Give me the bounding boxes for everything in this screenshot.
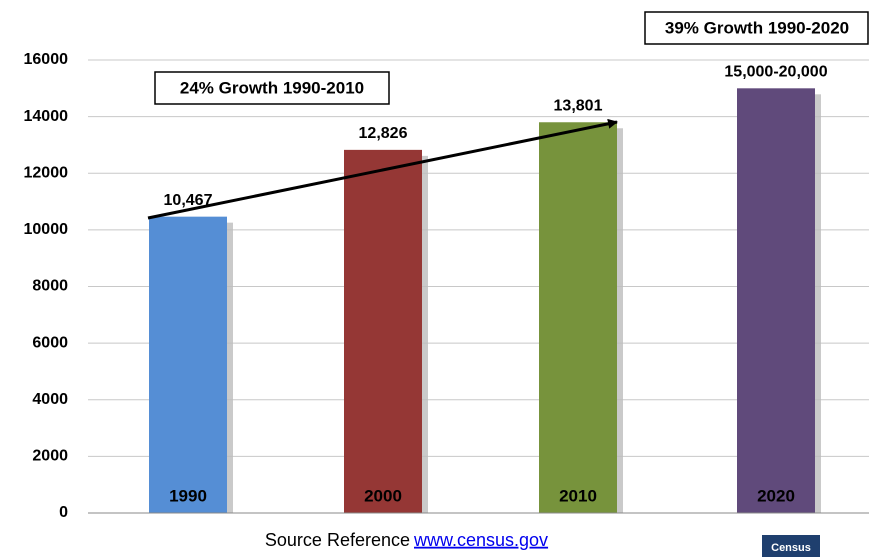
y-tick-label: 16000 bbox=[24, 51, 69, 68]
value-label: 15,000-20,000 bbox=[724, 64, 827, 81]
y-tick-label: 6000 bbox=[32, 334, 68, 351]
bar bbox=[149, 216, 227, 513]
bar bbox=[539, 122, 617, 513]
annotation: 24% Growth 1990-2010 bbox=[180, 78, 364, 97]
growth-arrow bbox=[147, 118, 618, 220]
x-tick-label: 2000 bbox=[364, 486, 402, 505]
y-tick-label: 12000 bbox=[24, 164, 69, 181]
y-tick-label: 0 bbox=[59, 504, 68, 521]
bar bbox=[737, 88, 815, 513]
source: Source Reference bbox=[265, 530, 410, 550]
value-label: 12,826 bbox=[359, 125, 408, 142]
value-label: 10,467 bbox=[164, 192, 213, 209]
annotation-box bbox=[154, 71, 390, 105]
y-tick-label: 8000 bbox=[32, 278, 68, 295]
logo bbox=[762, 535, 820, 557]
x-tick-label: 2010 bbox=[559, 486, 597, 505]
bars bbox=[149, 88, 821, 513]
logo-text: Census bbox=[771, 542, 811, 554]
y-tick-label: 2000 bbox=[32, 448, 68, 465]
annotation-box bbox=[644, 11, 869, 45]
y-tick-label: 4000 bbox=[32, 391, 68, 408]
x-tick-label: 2020 bbox=[757, 486, 795, 505]
annotation: 39% Growth 1990-2020 bbox=[665, 18, 849, 37]
y-tick-label: 10000 bbox=[24, 221, 69, 238]
source-link[interactable]: www.census.gov bbox=[413, 530, 548, 550]
bar bbox=[344, 149, 422, 513]
x-tick-label: 1990 bbox=[169, 486, 207, 505]
y-tick-label: 14000 bbox=[24, 108, 69, 125]
value-label: 13,801 bbox=[554, 97, 603, 114]
